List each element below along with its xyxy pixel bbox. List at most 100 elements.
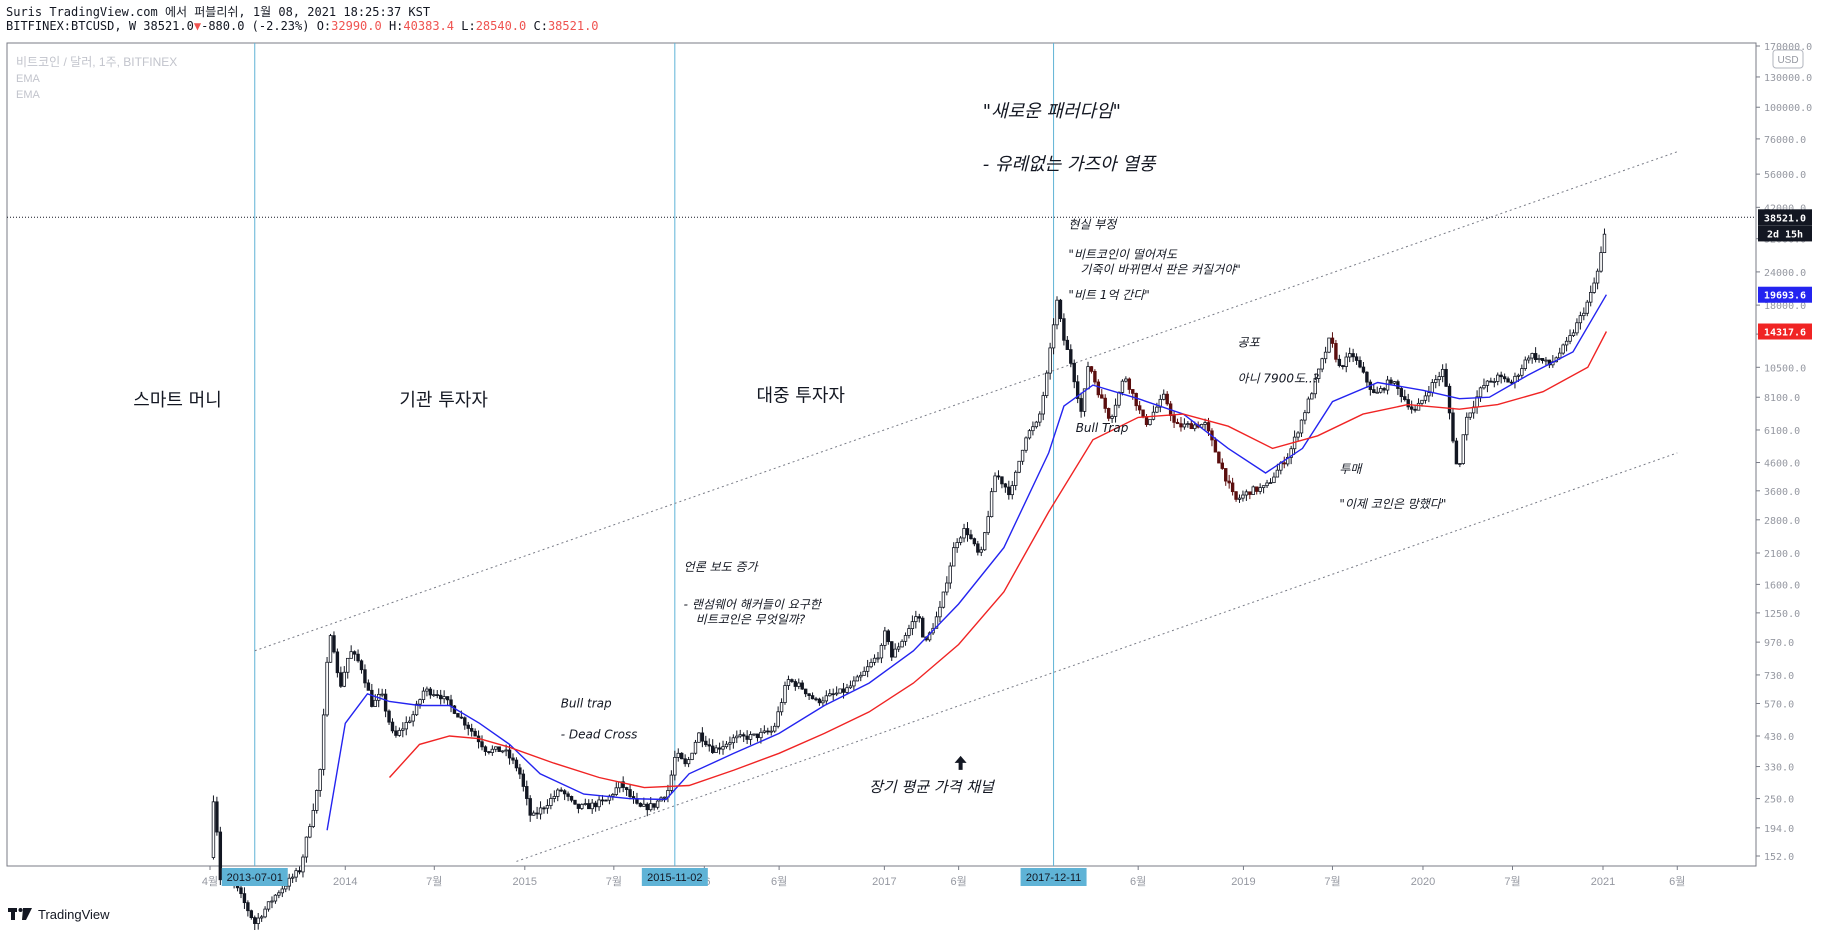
x-tick-label: 4월 <box>202 875 218 888</box>
annotation-text: 비트코인은 무엇일까? <box>696 612 806 626</box>
candle-body <box>1175 421 1180 425</box>
candle-body <box>948 565 952 584</box>
candle-body <box>738 734 742 737</box>
date-badge <box>221 868 288 886</box>
channel-line-upper[interactable] <box>254 151 1678 652</box>
candle-body <box>1075 381 1080 399</box>
candle-body <box>686 759 691 765</box>
candle-body <box>456 713 460 718</box>
candle-body <box>1310 393 1314 400</box>
candle-body <box>494 746 498 750</box>
candle-body <box>769 730 773 733</box>
candle-body <box>1103 397 1107 409</box>
candle-body <box>332 635 336 653</box>
channel-line-lower[interactable] <box>516 452 1678 862</box>
y-tick-label: 56000.0 <box>1764 170 1806 181</box>
candle-body <box>487 751 491 753</box>
x-tick-label: 6월 <box>771 875 787 888</box>
candle-body <box>525 786 529 799</box>
candle-body <box>342 671 346 687</box>
x-tick-label: 2021 <box>1591 876 1615 888</box>
candle-body <box>865 666 870 672</box>
candle-body <box>549 798 553 806</box>
candle-body <box>1461 434 1466 464</box>
candle-body <box>655 800 660 808</box>
candle-body <box>790 679 794 682</box>
candle-body <box>1334 343 1338 360</box>
candle-body <box>1323 351 1328 360</box>
candle-body <box>755 733 760 739</box>
candle-body <box>1365 371 1369 383</box>
candle-body <box>1434 379 1438 383</box>
candle-body <box>1227 480 1231 484</box>
candle-body <box>1000 476 1004 485</box>
candle-body <box>318 769 322 791</box>
candle-body <box>1344 356 1348 367</box>
candle-body <box>1282 462 1286 465</box>
candle-body <box>1038 413 1042 423</box>
candle-body <box>1413 408 1417 411</box>
candle-body <box>938 606 942 618</box>
candle-body <box>983 532 987 551</box>
candle-body <box>1396 381 1400 389</box>
candle-body <box>1403 396 1407 400</box>
candle-body <box>807 693 811 697</box>
candle-body <box>652 803 656 808</box>
candle-body <box>273 894 278 902</box>
chart-pane[interactable] <box>6 42 1757 867</box>
candle-body <box>979 549 983 553</box>
candle-body <box>900 640 904 648</box>
candle-body <box>1585 301 1589 314</box>
candle-body <box>693 741 698 754</box>
candle-body <box>710 745 715 753</box>
candle-body <box>346 657 350 673</box>
candle-body <box>418 699 422 705</box>
currency-label: USD <box>1777 55 1798 66</box>
last-price: 38521.0 <box>143 19 194 33</box>
candle-body <box>1478 387 1483 398</box>
candle-body <box>1537 358 1541 360</box>
price-badge <box>1758 209 1812 226</box>
candle-body <box>270 900 274 903</box>
high-value: 40383.4 <box>403 19 454 33</box>
candle-body <box>952 547 956 567</box>
candle-body <box>562 790 567 795</box>
candle-body <box>821 700 825 704</box>
annotation-text: 기죽이 바뀌면서 판은 커질거야" <box>1080 262 1240 276</box>
candle-body <box>797 682 801 687</box>
candle-body <box>556 789 560 797</box>
candle-body <box>514 759 519 769</box>
candle-body <box>1516 374 1521 377</box>
candle-body <box>969 534 973 540</box>
annotation-text: "비트 1억 간다" <box>1068 288 1150 302</box>
candle-body <box>321 714 326 770</box>
legend-title: 비트코인 / 달러, 1주, BITFINEX <box>16 55 177 69</box>
candle-body <box>459 716 464 719</box>
candle-body <box>1289 448 1293 458</box>
candle-body <box>841 688 846 693</box>
candle-body <box>1378 388 1383 393</box>
candle-body <box>1044 372 1049 397</box>
candle-body <box>1024 437 1028 451</box>
candle-body <box>814 698 818 701</box>
candle-body <box>883 630 887 646</box>
candle-body <box>311 810 315 827</box>
candle-body <box>1430 382 1435 394</box>
y-tick-label: 130000.0 <box>1764 73 1812 84</box>
candle-body <box>280 888 285 894</box>
candle-body <box>1031 426 1035 432</box>
candle-body <box>500 750 505 753</box>
y-tick-label: 1250.0 <box>1764 609 1800 620</box>
y-tick-label: 970.0 <box>1764 638 1794 649</box>
annotation-text: Bull trap <box>561 697 612 711</box>
candle-body <box>339 672 343 687</box>
candle-body <box>1313 378 1317 395</box>
y-tick-label: 24000.0 <box>1764 268 1806 279</box>
price-change: -880.0 (-2.23%) <box>201 19 310 33</box>
y-tick-label: 2800.0 <box>1764 516 1800 527</box>
candle-body <box>1316 368 1321 379</box>
candle-body <box>680 752 684 760</box>
annotation-text: 장기 평균 가격 채널 <box>869 778 996 796</box>
candle-body <box>890 641 894 658</box>
